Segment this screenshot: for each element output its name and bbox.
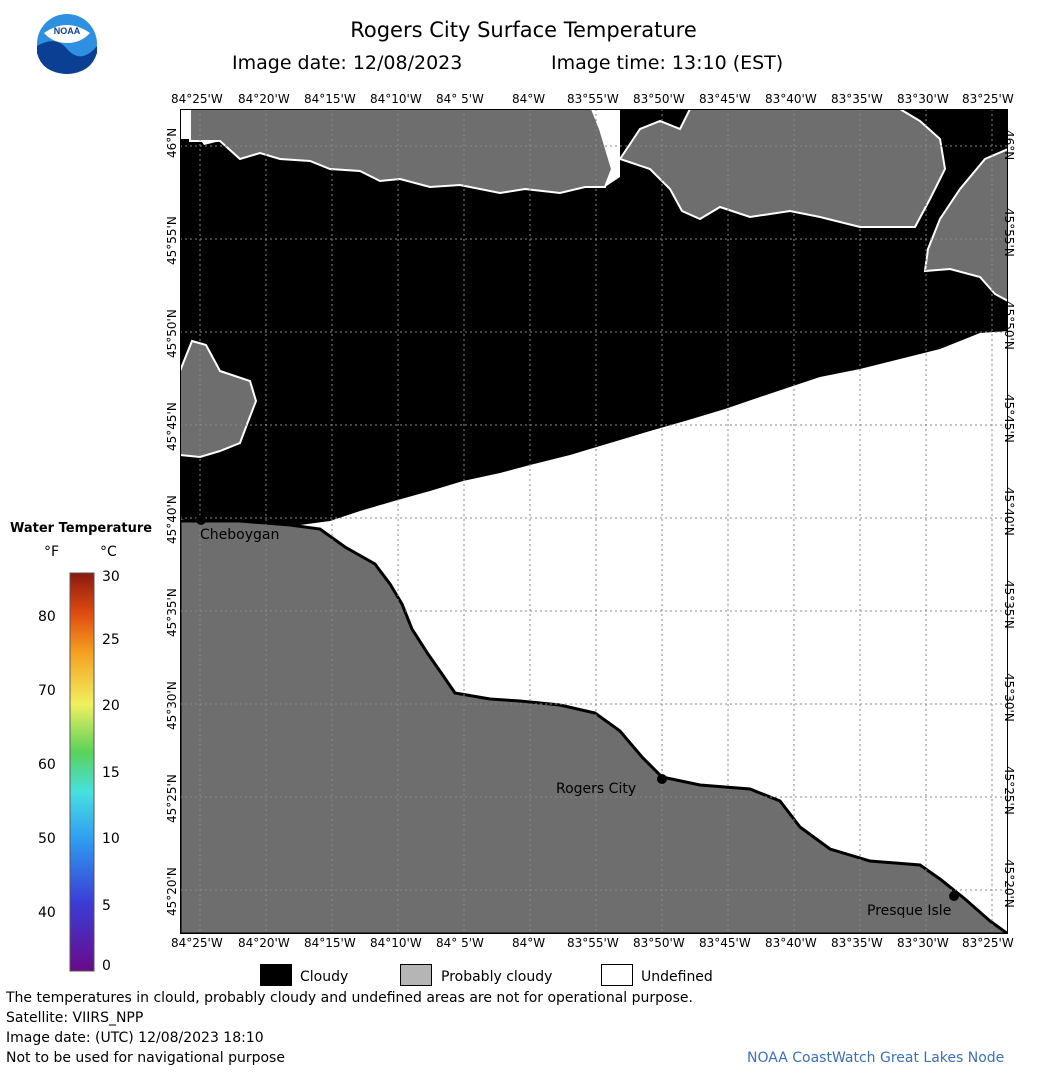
presque-isle-marker xyxy=(949,891,959,901)
footer-credit: NOAA CoastWatch Great Lakes Node xyxy=(747,1050,1005,1066)
land-east-island xyxy=(923,147,1008,303)
legend-swatch-probably-cloudy xyxy=(400,964,432,986)
lon-tick-top: 84°10'W xyxy=(370,92,422,106)
footer-nav-warning: Not to be used for navigational purpose xyxy=(6,1050,285,1066)
footer-satellite: Satellite: VIIRS_NPP xyxy=(6,1010,144,1026)
lon-tick-bottom: 84°10'W xyxy=(370,936,422,950)
lat-tick-right: 45°45'N xyxy=(1002,394,1016,443)
lon-tick-bottom: 84° 5'W xyxy=(436,936,484,950)
f-tick: 40 xyxy=(38,905,56,921)
image-date: Image date: 12/08/2023 xyxy=(232,52,463,74)
lon-tick-top: 83°30'W xyxy=(897,92,949,106)
map-frame xyxy=(180,109,1008,934)
land-west-island xyxy=(180,339,258,459)
lon-tick-bottom: 83°30'W xyxy=(897,936,949,950)
c-tick: 10 xyxy=(102,831,120,847)
lon-tick-bottom: 84°W xyxy=(512,936,546,950)
f-tick: 70 xyxy=(38,683,56,699)
lat-tick-left: 45°35'N xyxy=(165,588,179,637)
lat-tick-left: 45°25'N xyxy=(165,774,179,823)
lon-tick-top: 83°55'W xyxy=(567,92,619,106)
lon-tick-bottom: 83°55'W xyxy=(567,936,619,950)
footer-utc-date: Image date: (UTC) 12/08/2023 18:10 xyxy=(6,1030,264,1046)
legend-swatch-cloudy xyxy=(260,964,292,986)
city-label-cheboygan: Cheboygan xyxy=(200,527,280,543)
lat-tick-left: 45°30'N xyxy=(165,681,179,730)
legend-label-probably-cloudy: Probably cloudy xyxy=(441,969,553,985)
graticule xyxy=(180,109,1008,934)
lon-tick-top: 83°50'W xyxy=(633,92,685,106)
lat-tick-left: 45°40'N xyxy=(165,495,179,544)
legend-swatch-undefined xyxy=(601,964,633,986)
lat-tick-left: 45°45'N xyxy=(165,402,179,451)
unit-fahrenheit: °F xyxy=(44,544,60,560)
map-panel xyxy=(180,109,1008,934)
cheboygan-marker xyxy=(196,515,206,525)
legend-label-cloudy: Cloudy xyxy=(300,969,349,985)
lat-tick-right: 45°25'N xyxy=(1002,766,1016,815)
lon-tick-bottom: 83°50'W xyxy=(633,936,685,950)
lon-tick-top: 84°20'W xyxy=(238,92,290,106)
lat-tick-right: 46°N xyxy=(1002,130,1016,161)
lon-tick-top: 84°25'W xyxy=(171,92,223,106)
lon-tick-bottom: 84°15'W xyxy=(304,936,356,950)
land-north-shore-west xyxy=(189,109,614,195)
c-tick: 15 xyxy=(102,765,120,781)
lon-tick-top: 84°15'W xyxy=(304,92,356,106)
colorbar-title: Water Temperature xyxy=(10,521,153,536)
lon-tick-bottom: 84°20'W xyxy=(238,936,290,950)
lon-tick-bottom: 83°35'W xyxy=(831,936,883,950)
lon-tick-bottom: 83°25'W xyxy=(962,936,1014,950)
city-label-presque-isle: Presque Isle xyxy=(867,903,952,919)
image-time: Image time: 13:10 (EST) xyxy=(551,52,784,74)
c-tick: 20 xyxy=(102,698,120,714)
lat-tick-left: 45°50'N xyxy=(165,309,179,358)
colorbar xyxy=(69,572,95,972)
footer-disclaimer: The temperatures in clould, probably clo… xyxy=(6,990,693,1006)
lat-tick-left: 45°20'N xyxy=(165,867,179,916)
f-tick: 50 xyxy=(38,831,56,847)
lon-tick-top: 83°35'W xyxy=(831,92,883,106)
lon-tick-top: 83°45'W xyxy=(699,92,751,106)
c-tick: 0 xyxy=(102,958,111,974)
c-tick: 5 xyxy=(102,898,111,914)
lon-tick-top: 84°W xyxy=(512,92,546,106)
noaa-logo: NOAA xyxy=(37,14,97,74)
legend-label-undefined: Undefined xyxy=(641,969,713,985)
page-title: Rogers City Surface Temperature xyxy=(350,18,697,42)
lat-tick-right: 45°40'N xyxy=(1002,487,1016,536)
lat-tick-left: 46°N xyxy=(165,127,179,158)
lon-tick-bottom: 84°25'W xyxy=(171,936,223,950)
land-north-shore-east xyxy=(618,109,947,228)
lon-tick-top: 83°40'W xyxy=(765,92,817,106)
rogers-city-marker xyxy=(657,774,667,784)
lat-tick-right: 45°35'N xyxy=(1002,580,1016,629)
land-south-shore xyxy=(180,519,1008,934)
unit-celsius: °C xyxy=(100,544,117,560)
f-tick: 80 xyxy=(38,609,56,625)
lat-tick-right: 45°30'N xyxy=(1002,673,1016,722)
c-tick: 25 xyxy=(102,632,120,648)
lat-tick-right: 45°55'N xyxy=(1002,208,1016,257)
lon-tick-top: 84° 5'W xyxy=(436,92,484,106)
lon-tick-bottom: 83°45'W xyxy=(699,936,751,950)
f-tick: 60 xyxy=(38,757,56,773)
lat-tick-right: 45°50'N xyxy=(1002,301,1016,350)
logo-text: NOAA xyxy=(54,26,81,36)
lon-tick-bottom: 83°40'W xyxy=(765,936,817,950)
lon-tick-top: 83°25'W xyxy=(962,92,1014,106)
city-label-rogers-city: Rogers City xyxy=(556,781,637,797)
lat-tick-left: 45°55'N xyxy=(165,216,179,265)
c-tick: 30 xyxy=(102,569,120,585)
lat-tick-right: 45°20'N xyxy=(1002,859,1016,908)
